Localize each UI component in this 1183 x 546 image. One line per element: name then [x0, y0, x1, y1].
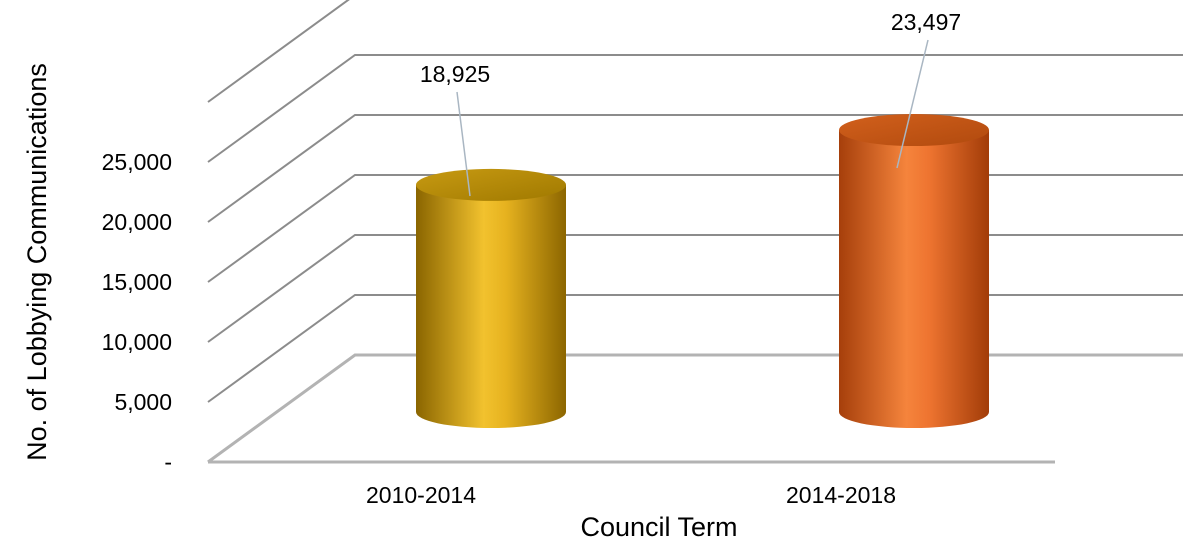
gridline: [207, 0, 350, 103]
y-tick-label: 20,000: [102, 209, 172, 235]
x-axis-title: Council Term: [580, 512, 737, 541]
bar-body: [839, 130, 989, 428]
gridline: [207, 174, 1183, 283]
bar-top: [416, 168, 566, 201]
floor-edge: [207, 353, 1183, 464]
gridlines: [207, 0, 1183, 403]
y-tick-label: -: [164, 449, 172, 475]
data-label-leader: [456, 91, 471, 197]
y-axis-ticks: - 5,000 10,000 15,000 20,000 25,000: [102, 149, 172, 475]
y-tick-label: 25,000: [102, 149, 172, 175]
bars: [416, 114, 989, 428]
chart-floor: [207, 353, 1183, 464]
data-label-leader: [896, 39, 929, 169]
data-label-leaders: [456, 39, 929, 197]
y-tick-label: 10,000: [102, 329, 172, 355]
x-tick-label: 2014-2018: [786, 482, 896, 508]
y-axis-title: No. of Lobbying Communications: [22, 63, 52, 461]
gridline: [207, 54, 1183, 163]
data-label: 18,925: [420, 61, 490, 87]
bar-2010-2014: [416, 168, 566, 428]
bar-2014-2018: [839, 114, 989, 428]
y-tick-label: 5,000: [114, 389, 172, 415]
data-label: 23,497: [891, 9, 961, 35]
y-tick-label: 15,000: [102, 269, 172, 295]
gridline: [207, 234, 1183, 343]
gridline: [207, 114, 1183, 223]
x-tick-label: 2010-2014: [366, 482, 476, 508]
x-axis-ticks: 2010-2014 2014-2018: [366, 482, 896, 508]
gridline: [207, 294, 1183, 403]
data-labels: 18,925 23,497: [420, 9, 961, 87]
bar-top: [839, 114, 989, 147]
bar-body: [416, 184, 566, 428]
